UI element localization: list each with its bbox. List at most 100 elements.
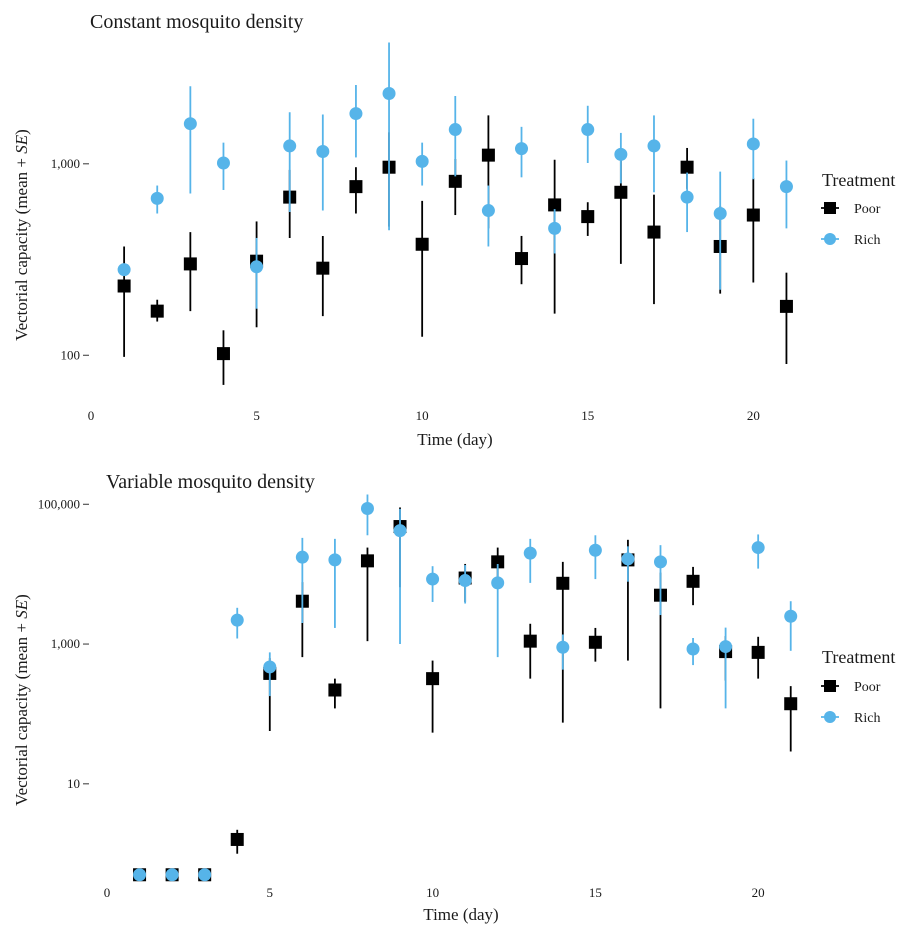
data-point-rich [165, 868, 179, 882]
data-point-poor [349, 180, 363, 194]
data-point-poor [588, 635, 602, 649]
legend-title: Treatment [822, 170, 895, 190]
data-point-rich [653, 555, 667, 569]
data-point-poor [686, 574, 700, 588]
data-point-rich [784, 609, 798, 623]
data-point-poor [481, 148, 495, 162]
x-tick-label: 20 [752, 885, 765, 900]
data-point-rich [415, 154, 429, 168]
data-point-poor [779, 299, 793, 313]
data-point-rich [382, 86, 396, 100]
data-point-poor [746, 208, 760, 222]
data-point-rich [719, 640, 733, 654]
data-point-poor [448, 174, 462, 188]
y-tick-label: 100 [61, 347, 81, 362]
x-tick-label: 10 [426, 885, 439, 900]
y-tick-label: 10 [67, 776, 80, 791]
data-point-rich [458, 574, 472, 588]
legend-label-poor: Poor [854, 202, 881, 217]
x-tick-label: 15 [589, 885, 602, 900]
data-point-rich [523, 546, 537, 560]
data-point-poor [680, 160, 694, 174]
x-tick-label: 5 [267, 885, 274, 900]
data-point-rich [448, 123, 462, 137]
data-point-rich [230, 613, 244, 627]
data-point-poor [548, 198, 562, 212]
y-tick-label: 1,000 [51, 156, 80, 171]
data-point-rich [133, 868, 147, 882]
legend-key-square [824, 680, 836, 692]
data-point-rich [581, 123, 595, 137]
y-tick-label: 1,000 [51, 636, 80, 651]
data-point-poor [556, 576, 570, 590]
x-axis-label: Time (day) [417, 430, 492, 449]
legend-label-rich: Rich [854, 233, 880, 248]
x-tick-label: 20 [747, 408, 760, 423]
data-point-poor [316, 261, 330, 275]
data-point-rich [746, 137, 760, 151]
data-point-poor [647, 225, 661, 239]
data-point-poor [614, 185, 628, 199]
data-point-rich [263, 660, 277, 674]
data-point-poor [360, 554, 374, 568]
data-point-rich [360, 501, 374, 515]
data-point-poor [328, 683, 342, 697]
data-point-rich [556, 640, 570, 654]
data-point-rich [295, 550, 309, 564]
data-point-poor [491, 555, 505, 569]
data-point-rich [491, 576, 505, 590]
data-point-rich [515, 142, 529, 156]
legend-key-circle [824, 233, 836, 245]
legend: Treatment Poor Rich [821, 170, 895, 248]
data-point-rich [621, 552, 635, 566]
y-axis-label: Vectorial capacity (mean + SE) [12, 594, 31, 806]
data-point-rich [647, 139, 661, 153]
data-point-rich [316, 144, 330, 158]
data-point-poor [415, 237, 429, 251]
data-point-rich [349, 107, 363, 121]
data-point-poor [426, 672, 440, 686]
legend-key-circle [824, 711, 836, 723]
data-point-rich [614, 147, 628, 161]
legend-key-square [824, 202, 836, 214]
data-point-poor [515, 252, 529, 266]
data-point-rich [183, 117, 197, 131]
y-tick-label: 100,000 [38, 496, 80, 511]
data-point-poor [230, 832, 244, 846]
data-point-poor [784, 697, 798, 711]
legend-title: Treatment [822, 647, 895, 667]
data-point-rich [328, 553, 342, 567]
data-point-poor [183, 257, 197, 271]
data-point-rich [588, 543, 602, 557]
data-point-rich [548, 221, 562, 235]
data-point-rich [713, 207, 727, 221]
legend: Treatment Poor Rich [821, 647, 895, 726]
data-point-rich [481, 204, 495, 218]
data-point-poor [581, 210, 595, 224]
data-point-rich [250, 260, 264, 274]
legend-label-rich: Rich [854, 711, 880, 726]
x-axis-label: Time (day) [423, 905, 498, 924]
x-tick-label: 0 [104, 885, 111, 900]
data-point-poor [117, 279, 131, 293]
data-point-rich [216, 156, 230, 170]
data-point-rich [198, 868, 212, 882]
y-axis-label: Vectorial capacity (mean + SE) [12, 129, 31, 341]
panel-variable-density: Variable mosquito density Vectorial capa… [12, 471, 895, 924]
data-point-rich [680, 190, 694, 204]
chart-title: Variable mosquito density [106, 471, 315, 493]
data-point-poor [150, 304, 164, 318]
data-point-rich [779, 180, 793, 194]
data-point-rich [283, 139, 297, 153]
x-tick-label: 10 [416, 408, 429, 423]
data-point-rich [150, 191, 164, 205]
data-point-rich [393, 524, 407, 538]
chart-title: Constant mosquito density [90, 11, 303, 33]
panel-constant-density: Constant mosquito density Vectorial capa… [12, 11, 895, 449]
data-point-rich [117, 263, 131, 277]
data-point-poor [216, 347, 230, 361]
data-point-poor [523, 634, 537, 648]
x-tick-label: 15 [581, 408, 594, 423]
data-point-poor [751, 645, 765, 659]
